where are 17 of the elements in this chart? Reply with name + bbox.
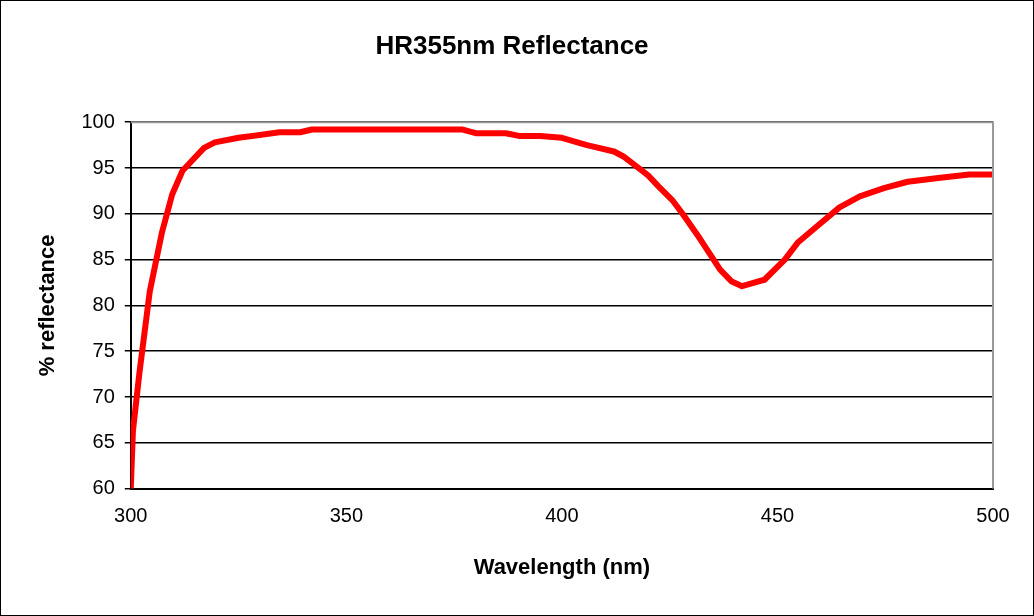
y-tick-label: 80: [92, 292, 115, 315]
chart-title: HR355nm Reflectance: [375, 29, 649, 60]
y-tick-label: 95: [92, 155, 115, 178]
x-axis-title: Wavelength (nm): [473, 553, 651, 579]
x-tick-label: 400: [545, 504, 579, 527]
y-axis-title: % reflectance: [34, 234, 60, 377]
y-tick-label: 70: [92, 384, 115, 407]
x-tick-label: 350: [329, 504, 364, 527]
y-tick-label: 90: [92, 201, 115, 224]
y-tick-label: 65: [92, 430, 115, 453]
y-tick-label: 75: [92, 338, 115, 361]
x-tick-label: 300: [114, 504, 148, 527]
x-tick-label: 500: [976, 504, 1010, 527]
y-tick-label: 100: [81, 109, 115, 132]
y-tick-label: 60: [92, 476, 115, 499]
x-tick-label: 450: [760, 504, 795, 527]
y-tick-label: 85: [92, 247, 115, 270]
